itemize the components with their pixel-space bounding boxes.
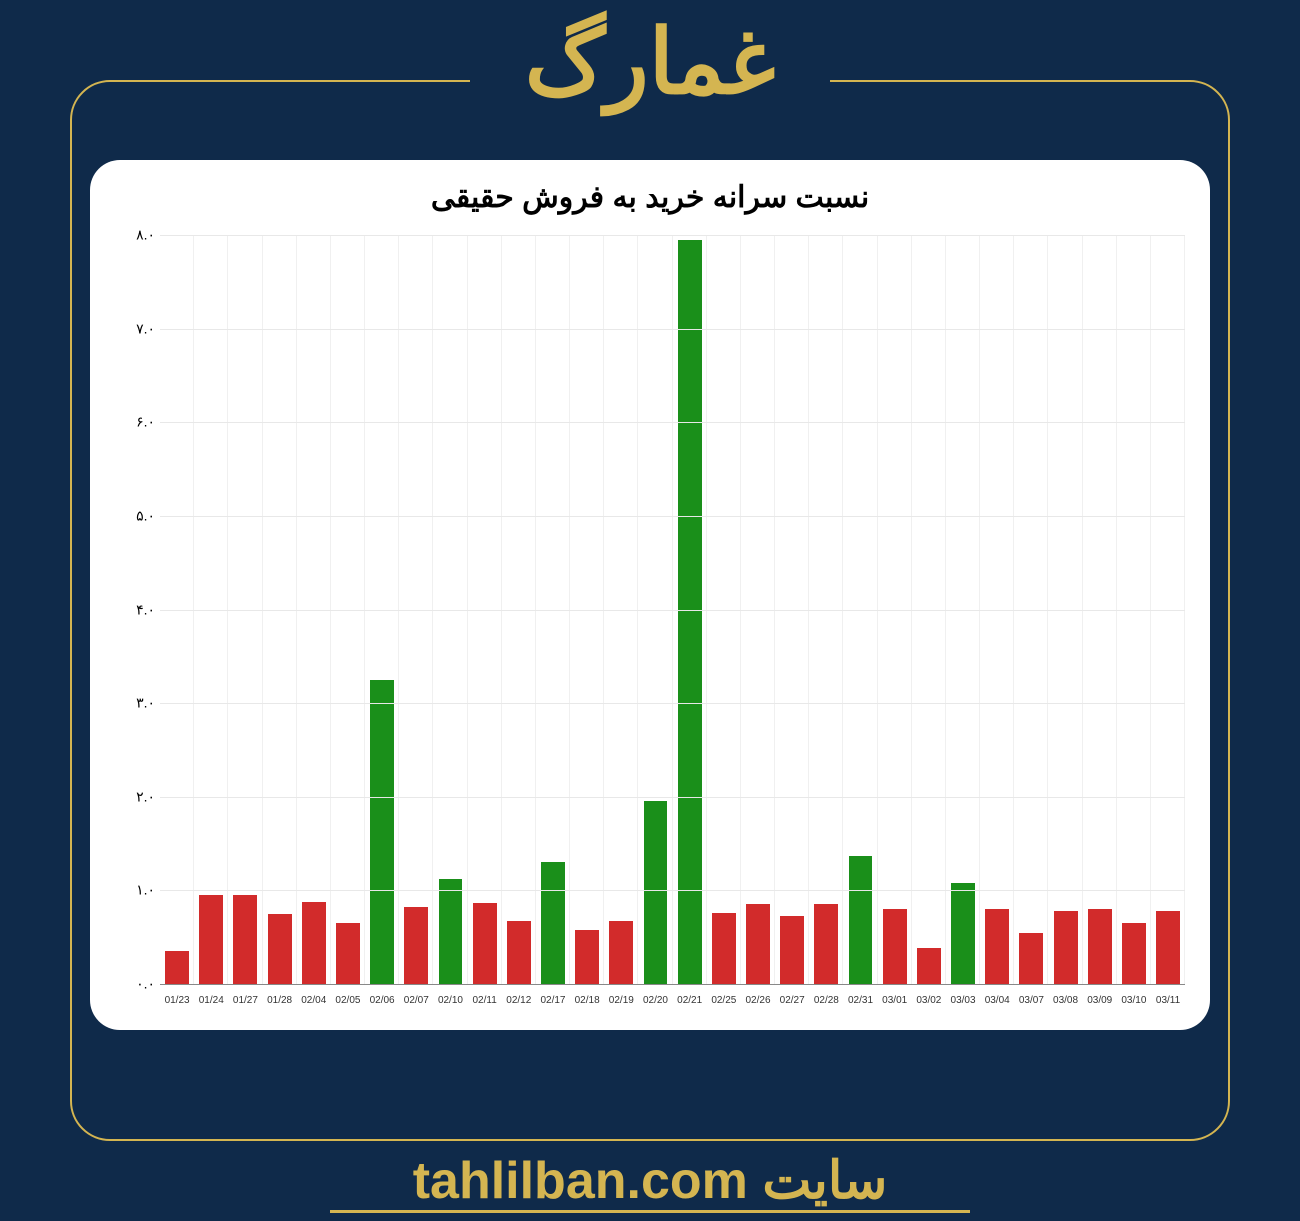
bar bbox=[1088, 909, 1112, 984]
y-axis-label: ۸.۰ bbox=[110, 227, 155, 244]
x-axis-label: 02/28 bbox=[814, 995, 839, 1006]
bar bbox=[165, 951, 189, 984]
gridline bbox=[160, 797, 1185, 798]
gridline bbox=[160, 610, 1185, 611]
x-axis-label: 03/11 bbox=[1156, 995, 1180, 1006]
x-axis-label: 02/10 bbox=[438, 995, 463, 1006]
bar bbox=[233, 895, 257, 984]
y-axis-label: ۵.۰ bbox=[110, 507, 155, 524]
x-axis-label: 02/25 bbox=[711, 995, 736, 1006]
bar bbox=[439, 879, 463, 984]
bar bbox=[1019, 933, 1043, 984]
x-axis-label: 03/07 bbox=[1019, 995, 1044, 1006]
bar bbox=[302, 902, 326, 984]
footer-label: سایت bbox=[762, 1152, 887, 1210]
bar bbox=[199, 895, 223, 984]
footer-text: سایت tahlilban.com bbox=[413, 1151, 888, 1211]
bar bbox=[849, 856, 873, 984]
gridline bbox=[160, 516, 1185, 517]
gridline bbox=[160, 890, 1185, 891]
bar bbox=[883, 909, 907, 984]
x-axis-label: 03/01 bbox=[882, 995, 907, 1006]
x-axis-label: 03/02 bbox=[916, 995, 941, 1006]
bar bbox=[1122, 923, 1146, 984]
x-axis-label: 02/06 bbox=[370, 995, 395, 1006]
x-axis-label: 02/20 bbox=[643, 995, 668, 1006]
y-axis-label: ۳.۰ bbox=[110, 695, 155, 712]
x-axis-label: 02/12 bbox=[506, 995, 531, 1006]
chart-title: نسبت سرانه خرید به فروش حقیقی bbox=[110, 180, 1190, 215]
bar bbox=[814, 904, 838, 984]
y-axis-label: ۱.۰ bbox=[110, 882, 155, 899]
y-axis-label: ۲.۰ bbox=[110, 788, 155, 805]
chart-grid-area: 01/2301/2401/2701/2802/0402/0502/0602/07… bbox=[160, 235, 1185, 985]
x-axis-label: 02/05 bbox=[335, 995, 360, 1006]
x-axis-label: 03/09 bbox=[1087, 995, 1112, 1006]
x-axis-label: 02/11 bbox=[472, 995, 496, 1006]
bar bbox=[336, 923, 360, 984]
chart-card: نسبت سرانه خرید به فروش حقیقی 01/23 01/24… bbox=[90, 160, 1210, 1030]
bar bbox=[644, 801, 668, 984]
x-axis-label: 02/31 bbox=[848, 995, 873, 1006]
bar bbox=[268, 914, 292, 984]
bar bbox=[473, 903, 497, 984]
page-title: غمارگ bbox=[525, 10, 776, 115]
x-axis-label: 03/04 bbox=[985, 995, 1010, 1006]
bar bbox=[541, 862, 565, 984]
x-axis-label: 02/18 bbox=[575, 995, 600, 1006]
x-axis-label: 02/17 bbox=[540, 995, 565, 1006]
y-axis-label: ۰.۰ bbox=[110, 976, 155, 993]
x-axis-label: 02/04 bbox=[301, 995, 326, 1006]
gridline bbox=[160, 235, 1185, 236]
y-axis-label: ۴.۰ bbox=[110, 601, 155, 618]
x-axis-label: 01/23 bbox=[165, 995, 190, 1006]
x-axis-label: 02/26 bbox=[745, 995, 770, 1006]
bar bbox=[404, 907, 428, 984]
bar bbox=[917, 948, 941, 984]
gridline bbox=[160, 329, 1185, 330]
bar bbox=[985, 909, 1009, 984]
bar bbox=[678, 240, 702, 984]
x-axis-label: 01/24 bbox=[199, 995, 224, 1006]
x-axis-label: 03/08 bbox=[1053, 995, 1078, 1006]
bar bbox=[746, 904, 770, 984]
y-axis-label: ۶.۰ bbox=[110, 414, 155, 431]
page-container: غمارگ نسبت سرانه خرید به فروش حقیقی 01/2… bbox=[0, 0, 1300, 1221]
bar bbox=[507, 921, 531, 984]
gridline bbox=[160, 422, 1185, 423]
x-axis-label: 03/10 bbox=[1121, 995, 1146, 1006]
bar bbox=[370, 680, 394, 984]
bar bbox=[575, 930, 599, 984]
x-axis-label: 02/21 bbox=[677, 995, 702, 1006]
x-axis-label: 03/03 bbox=[951, 995, 976, 1006]
footer-site: tahlilban.com bbox=[413, 1152, 748, 1210]
bar bbox=[951, 883, 975, 984]
bar bbox=[780, 916, 804, 984]
bar bbox=[1156, 911, 1180, 984]
x-axis-label: 01/28 bbox=[267, 995, 292, 1006]
x-axis-label: 01/27 bbox=[233, 995, 258, 1006]
x-axis-label: 02/19 bbox=[609, 995, 634, 1006]
bar bbox=[712, 913, 736, 984]
chart-plot: 01/23 01/24 01/27 01/28 02/04 02/05 02/06 02/07… bbox=[110, 225, 1190, 1015]
bar bbox=[1054, 911, 1078, 984]
bar bbox=[609, 921, 633, 984]
y-axis-label: ۷.۰ bbox=[110, 320, 155, 337]
gridline bbox=[160, 703, 1185, 704]
x-axis-label: 02/27 bbox=[780, 995, 805, 1006]
x-axis-label: 02/07 bbox=[404, 995, 429, 1006]
